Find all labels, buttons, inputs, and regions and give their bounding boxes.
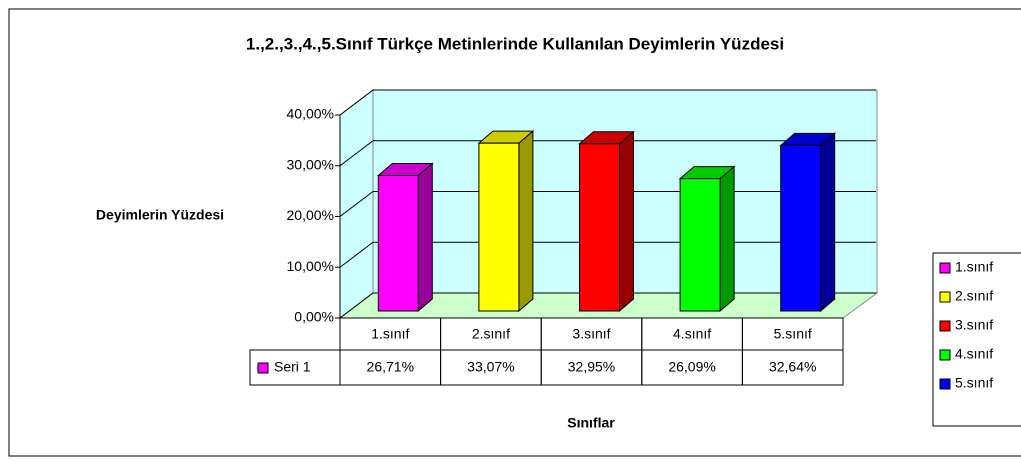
table-series-name: Seri 1 — [274, 359, 311, 375]
grid-line — [339, 191, 374, 217]
legend-label: 1.sınıf — [955, 259, 993, 275]
legend-swatch — [939, 291, 951, 303]
data-label: 33,07% — [467, 359, 514, 375]
data-label: 32,64% — [769, 359, 816, 375]
data-label: 32,95% — [568, 359, 615, 375]
grid-line — [339, 292, 374, 319]
data-label: 26,09% — [668, 359, 715, 375]
bar-side — [719, 165, 735, 313]
bar-side — [619, 130, 634, 313]
grid-line — [339, 89, 374, 116]
legend-label: 4.sınıf — [955, 346, 993, 362]
bar-side — [820, 132, 836, 313]
legend-label: 3.sınıf — [955, 317, 993, 333]
bar — [679, 178, 721, 312]
legend-swatch — [939, 320, 951, 332]
legend-swatch — [939, 262, 951, 274]
x-axis-label: Sınıflar — [567, 415, 615, 431]
y-tick-label: 40,00% — [287, 106, 334, 122]
x-tick-label: 2.sınıf — [472, 326, 510, 342]
data-label: 26,71% — [367, 359, 414, 375]
legend-swatch — [939, 349, 951, 361]
x-tick-label: 4.sınıf — [673, 326, 711, 342]
table-cell — [741, 349, 844, 386]
chart-title: 1.,2.,3.,4.,5.Sınıf Türkçe Metinlerinde … — [246, 34, 784, 53]
x-tick-label: 1.sınıf — [371, 326, 409, 342]
grid-line — [339, 140, 374, 167]
legend-label: 2.sınıf — [955, 288, 993, 304]
y-tick-label: 20,00% — [287, 207, 334, 223]
x-tick-label: 5.sınıf — [774, 326, 812, 342]
bar-side — [518, 130, 534, 313]
bar — [377, 174, 419, 312]
x-tick-label: 3.sınıf — [572, 326, 610, 342]
y-tick-label: 0,00% — [294, 309, 334, 325]
bar-side — [417, 162, 433, 313]
legend-swatch — [939, 378, 951, 390]
grid-line — [339, 241, 374, 268]
table-series-key — [257, 362, 269, 374]
bar — [478, 142, 520, 312]
legend-label: 5.sınıf — [955, 375, 993, 391]
y-tick-label: 30,00% — [287, 156, 334, 172]
bar — [780, 144, 822, 312]
y-tick-label: 10,00% — [287, 258, 334, 274]
bar — [579, 143, 620, 312]
legend — [932, 252, 1021, 427]
y-axis-label: Deyimlerin Yüzdesi — [96, 207, 224, 223]
